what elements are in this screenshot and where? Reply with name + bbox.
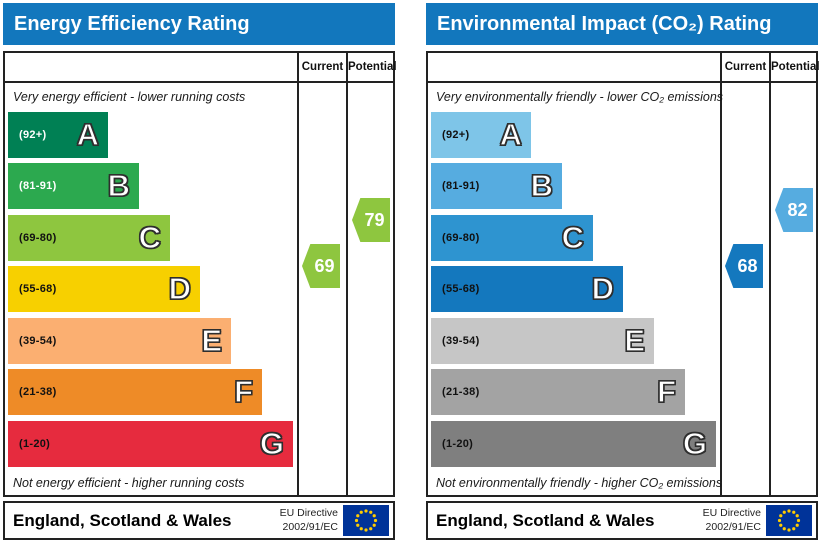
rating-table: Current Potential Very environmentally f… bbox=[426, 51, 820, 497]
potential-column-divider bbox=[769, 53, 771, 495]
chart-title-bar: Environmental Impact (CO₂) Rating bbox=[426, 3, 818, 45]
band-c-bar: (69-80) C bbox=[431, 215, 593, 261]
current-rating-pointer: 69 bbox=[302, 244, 340, 288]
potential-rating-pointer: 79 bbox=[352, 198, 390, 242]
band-letter: A bbox=[499, 116, 523, 152]
top-caption: Very environmentally friendly - lower CO… bbox=[436, 90, 724, 104]
band-range-label: (1-20) bbox=[19, 438, 51, 450]
band-range-label: (21-38) bbox=[19, 386, 57, 398]
potential-rating-pointer: 82 bbox=[775, 188, 813, 232]
band-range-label: (55-68) bbox=[19, 283, 57, 295]
chart-title: Energy Efficiency Rating bbox=[14, 13, 250, 35]
current-rating-pointer: 68 bbox=[725, 244, 763, 288]
band-letter: F bbox=[656, 373, 676, 409]
band-e-bar: (39-54) E bbox=[8, 318, 231, 364]
band-letter: B bbox=[530, 167, 554, 203]
rating-table: Current Potential Very energy efficient … bbox=[3, 51, 397, 497]
chart-footer: England, Scotland & Wales EU Directive 2… bbox=[426, 501, 818, 540]
band-g-bar: (1-20) G bbox=[431, 421, 716, 467]
band-f-bar: (21-38) F bbox=[431, 369, 685, 415]
chart-title: Environmental Impact (CO₂) Rating bbox=[437, 13, 772, 35]
chart-footer: England, Scotland & Wales EU Directive 2… bbox=[3, 501, 395, 540]
band-range-label: (81-91) bbox=[442, 180, 480, 192]
eu-flag-icon bbox=[343, 505, 389, 536]
band-d-bar: (55-68) D bbox=[8, 266, 200, 312]
band-letter: G bbox=[259, 425, 284, 461]
chart-title-bar: Energy Efficiency Rating bbox=[3, 3, 395, 45]
rating-bands: (92+) A (81-91) B (69-80) C (55-68) D (39-54) E (2… bbox=[5, 112, 393, 472]
current-column-divider bbox=[297, 53, 299, 495]
eu-directive-label: EU Directive 2002/91/EC bbox=[703, 506, 761, 534]
rating-bands: (92+) A (81-91) B (69-80) C (55-68) D (39-54) E (2… bbox=[428, 112, 816, 472]
eu-directive-line1: EU Directive bbox=[702, 507, 761, 519]
current-column-header: Current bbox=[724, 61, 767, 73]
potential-column-header: Potential bbox=[771, 61, 820, 73]
band-range-label: (39-54) bbox=[19, 335, 57, 347]
band-range-label: (1-20) bbox=[442, 438, 474, 450]
current-column-header: Current bbox=[301, 61, 344, 73]
band-range-label: (69-80) bbox=[19, 232, 57, 244]
band-letter: B bbox=[107, 167, 131, 203]
bottom-caption: Not energy efficient - higher running co… bbox=[13, 476, 245, 490]
band-e-bar: (39-54) E bbox=[431, 318, 654, 364]
potential-column-header: Potential bbox=[348, 61, 397, 73]
band-f-bar: (21-38) F bbox=[8, 369, 262, 415]
band-g-bar: (1-20) G bbox=[8, 421, 293, 467]
band-range-label: (21-38) bbox=[442, 386, 480, 398]
band-letter: C bbox=[138, 219, 162, 255]
table-header-row: Current Potential bbox=[428, 53, 820, 83]
band-letter: D bbox=[168, 270, 192, 306]
table-header-row: Current Potential bbox=[5, 53, 397, 83]
eu-directive-label: EU Directive 2002/91/EC bbox=[280, 506, 338, 534]
band-range-label: (55-68) bbox=[442, 283, 480, 295]
eu-directive-line1: EU Directive bbox=[279, 507, 338, 519]
band-range-label: (92+) bbox=[19, 129, 47, 141]
region-label: England, Scotland & Wales bbox=[436, 511, 655, 530]
energy-efficiency-chart: Energy Efficiency Rating Current Potenti… bbox=[3, 3, 397, 540]
eu-flag-icon bbox=[766, 505, 812, 536]
band-letter: A bbox=[76, 116, 100, 152]
region-label: England, Scotland & Wales bbox=[13, 511, 232, 530]
band-letter: E bbox=[201, 322, 223, 358]
band-range-label: (39-54) bbox=[442, 335, 480, 347]
band-range-label: (92+) bbox=[442, 129, 470, 141]
band-d-bar: (55-68) D bbox=[431, 266, 623, 312]
potential-column-divider bbox=[346, 53, 348, 495]
band-letter: G bbox=[682, 425, 707, 461]
band-b-bar: (81-91) B bbox=[8, 163, 139, 209]
band-letter: C bbox=[561, 219, 585, 255]
eu-directive-line2: 2002/91/EC bbox=[282, 521, 338, 533]
band-letter: E bbox=[624, 322, 646, 358]
current-column-divider bbox=[720, 53, 722, 495]
band-b-bar: (81-91) B bbox=[431, 163, 562, 209]
band-a-bar: (92+) A bbox=[8, 112, 108, 158]
bottom-caption: Not environmentally friendly - higher CO… bbox=[436, 476, 723, 490]
band-letter: F bbox=[233, 373, 253, 409]
band-letter: D bbox=[591, 270, 615, 306]
environmental-impact-chart: Environmental Impact (CO₂) Rating Curren… bbox=[426, 3, 820, 540]
band-c-bar: (69-80) C bbox=[8, 215, 170, 261]
band-a-bar: (92+) A bbox=[431, 112, 531, 158]
band-range-label: (81-91) bbox=[19, 180, 57, 192]
eu-directive-line2: 2002/91/EC bbox=[705, 521, 761, 533]
band-range-label: (69-80) bbox=[442, 232, 480, 244]
top-caption: Very energy efficient - lower running co… bbox=[13, 90, 246, 104]
